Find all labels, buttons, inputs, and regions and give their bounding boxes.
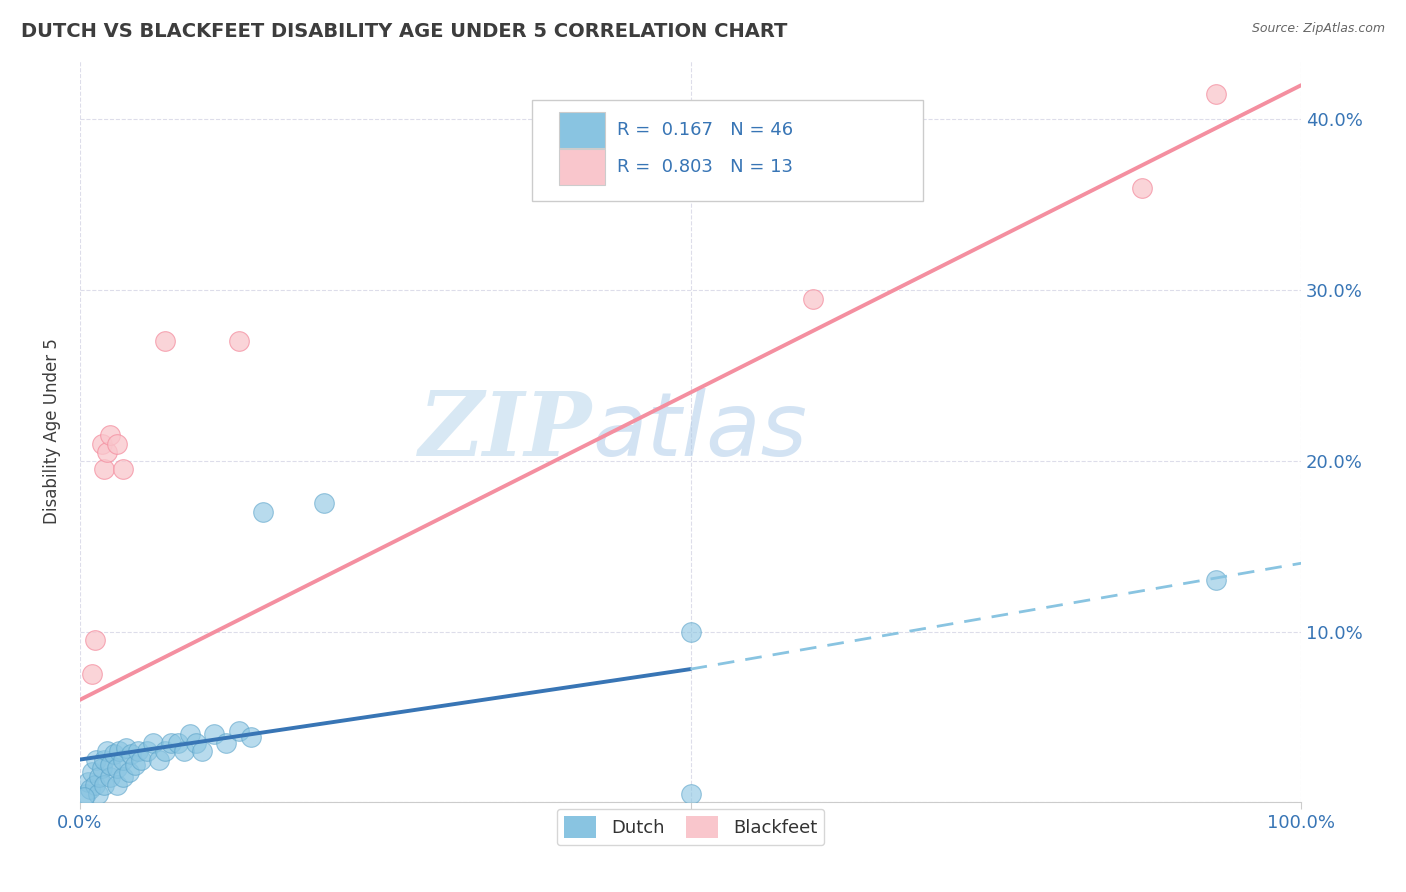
Point bbox=[1205, 87, 1227, 101]
Point bbox=[173, 744, 195, 758]
Point bbox=[191, 744, 214, 758]
Point bbox=[160, 735, 183, 749]
Point bbox=[89, 770, 111, 784]
Point bbox=[93, 462, 115, 476]
Point bbox=[96, 445, 118, 459]
Point bbox=[103, 747, 125, 762]
Point bbox=[155, 334, 177, 349]
Point bbox=[148, 753, 170, 767]
Text: Source: ZipAtlas.com: Source: ZipAtlas.com bbox=[1251, 22, 1385, 36]
Point bbox=[679, 787, 702, 801]
Point bbox=[136, 744, 159, 758]
Point bbox=[72, 790, 94, 805]
Point bbox=[228, 723, 250, 738]
Text: R =  0.167   N = 46: R = 0.167 N = 46 bbox=[617, 121, 793, 139]
Point bbox=[124, 757, 146, 772]
Text: R =  0.803   N = 13: R = 0.803 N = 13 bbox=[617, 158, 793, 177]
Point bbox=[202, 727, 225, 741]
Point bbox=[105, 436, 128, 450]
Text: DUTCH VS BLACKFEET DISABILITY AGE UNDER 5 CORRELATION CHART: DUTCH VS BLACKFEET DISABILITY AGE UNDER … bbox=[21, 22, 787, 41]
Point bbox=[129, 753, 152, 767]
Point bbox=[179, 727, 201, 741]
FancyBboxPatch shape bbox=[558, 150, 605, 186]
Point bbox=[120, 747, 142, 762]
Point bbox=[108, 744, 131, 758]
Point bbox=[111, 462, 134, 476]
Point bbox=[90, 436, 112, 450]
Point bbox=[80, 667, 103, 681]
Point bbox=[1205, 574, 1227, 588]
Point bbox=[142, 735, 165, 749]
Point bbox=[90, 761, 112, 775]
FancyBboxPatch shape bbox=[558, 112, 605, 148]
Text: atlas: atlas bbox=[593, 388, 807, 474]
Point bbox=[96, 744, 118, 758]
Point bbox=[239, 731, 262, 745]
Point bbox=[105, 761, 128, 775]
Point bbox=[115, 740, 138, 755]
Point bbox=[111, 753, 134, 767]
FancyBboxPatch shape bbox=[531, 101, 922, 201]
Point bbox=[679, 624, 702, 639]
Point bbox=[83, 778, 105, 792]
Point bbox=[80, 764, 103, 779]
Point bbox=[111, 770, 134, 784]
Point bbox=[215, 735, 238, 749]
Point bbox=[184, 735, 207, 749]
Point bbox=[118, 764, 141, 779]
Point bbox=[801, 292, 824, 306]
Point bbox=[155, 744, 177, 758]
Point bbox=[83, 633, 105, 648]
Point bbox=[93, 778, 115, 792]
Y-axis label: Disability Age Under 5: Disability Age Under 5 bbox=[44, 338, 60, 524]
Point bbox=[252, 505, 274, 519]
Point bbox=[314, 496, 336, 510]
Point bbox=[93, 753, 115, 767]
Point bbox=[100, 770, 122, 784]
Point bbox=[128, 744, 150, 758]
Point bbox=[1132, 180, 1154, 194]
Point bbox=[79, 781, 101, 796]
Point bbox=[84, 753, 107, 767]
Point bbox=[87, 787, 110, 801]
Text: ZIP: ZIP bbox=[419, 388, 593, 475]
Point bbox=[100, 757, 122, 772]
Point bbox=[75, 787, 97, 801]
Point bbox=[166, 735, 188, 749]
Point bbox=[77, 774, 100, 789]
Legend: Dutch, Blackfeet: Dutch, Blackfeet bbox=[557, 809, 824, 846]
Point bbox=[228, 334, 250, 349]
Point bbox=[100, 428, 122, 442]
Point bbox=[105, 778, 128, 792]
